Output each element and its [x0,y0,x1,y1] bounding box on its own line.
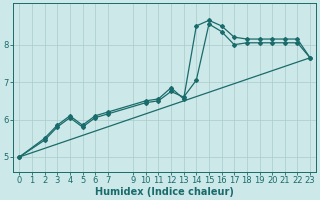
X-axis label: Humidex (Indice chaleur): Humidex (Indice chaleur) [95,187,234,197]
